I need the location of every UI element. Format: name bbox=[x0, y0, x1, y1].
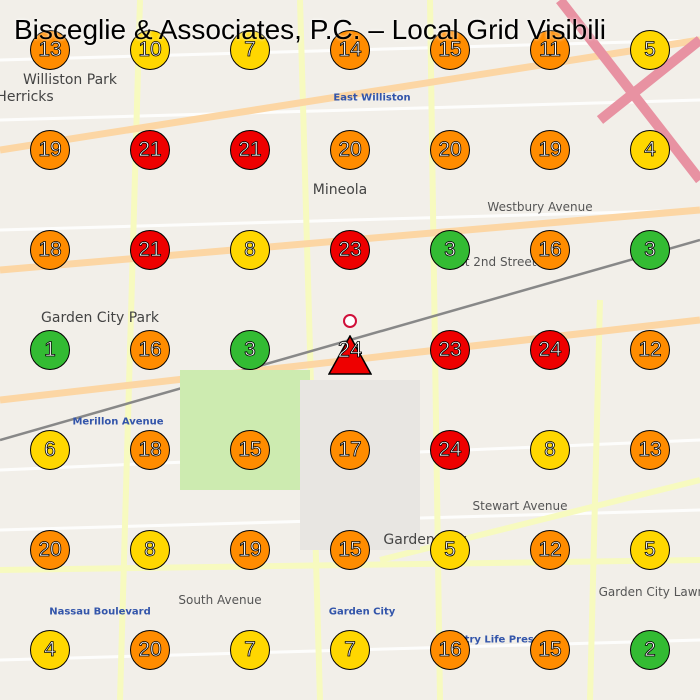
grid-rank-marker[interactable]: 23 bbox=[330, 230, 370, 270]
grid-rank-marker[interactable]: 5 bbox=[630, 30, 670, 70]
grid-rank-marker[interactable]: 18 bbox=[30, 230, 70, 270]
grid-rank-marker[interactable]: 24 bbox=[430, 430, 470, 470]
map-place-label: South Avenue bbox=[178, 593, 262, 607]
grid-rank-marker[interactable]: 4 bbox=[630, 130, 670, 170]
grid-rank-marker[interactable]: 21 bbox=[130, 130, 170, 170]
grid-rank-marker[interactable]: 8 bbox=[530, 430, 570, 470]
grid-rank-marker[interactable]: 17 bbox=[330, 430, 370, 470]
map-title: Bisceglie & Associates, P.C. – Local Gri… bbox=[14, 14, 606, 45]
center-rank: 24 bbox=[337, 337, 363, 363]
grid-rank-marker[interactable]: 10 bbox=[130, 30, 170, 70]
map-place-label: Nassau Boulevard bbox=[49, 606, 151, 618]
grid-rank-marker[interactable]: 2 bbox=[630, 630, 670, 670]
grid-rank-marker[interactable]: 15 bbox=[530, 630, 570, 670]
grid-rank-marker[interactable]: 5 bbox=[430, 530, 470, 570]
grid-rank-marker[interactable]: 5 bbox=[630, 530, 670, 570]
map-place-label: Westbury Avenue bbox=[487, 200, 593, 214]
grid-rank-marker[interactable]: 19 bbox=[530, 130, 570, 170]
grid-rank-marker[interactable]: 19 bbox=[230, 530, 270, 570]
grid-rank-marker[interactable]: 11 bbox=[530, 30, 570, 70]
grid-rank-marker[interactable]: 21 bbox=[230, 130, 270, 170]
grid-rank-marker[interactable]: 8 bbox=[230, 230, 270, 270]
location-pin-icon bbox=[343, 314, 357, 328]
grid-rank-marker[interactable]: 14 bbox=[330, 30, 370, 70]
grid-rank-marker[interactable]: 20 bbox=[430, 130, 470, 170]
map-place-label: Stewart Avenue bbox=[472, 499, 568, 513]
grid-rank-marker[interactable]: 7 bbox=[230, 30, 270, 70]
map-place-label: Herricks bbox=[0, 89, 54, 105]
grid-rank-marker[interactable]: 6 bbox=[30, 430, 70, 470]
map-place-label: Country Life Press bbox=[436, 634, 540, 646]
grid-rank-marker[interactable]: 12 bbox=[630, 330, 670, 370]
grid-rank-marker[interactable]: 20 bbox=[30, 530, 70, 570]
grid-rank-marker[interactable]: 18 bbox=[130, 430, 170, 470]
grid-rank-marker[interactable]: 12 bbox=[530, 530, 570, 570]
grid-rank-marker[interactable]: 13 bbox=[630, 430, 670, 470]
map-place-label: Merillon Avenue bbox=[72, 416, 164, 428]
grid-rank-marker[interactable]: 21 bbox=[130, 230, 170, 270]
grid-rank-marker[interactable]: 24 bbox=[530, 330, 570, 370]
grid-rank-marker[interactable]: 3 bbox=[430, 230, 470, 270]
grid-rank-marker[interactable]: 13 bbox=[30, 30, 70, 70]
grid-rank-marker[interactable]: 20 bbox=[130, 630, 170, 670]
grid-rank-marker[interactable]: 3 bbox=[230, 330, 270, 370]
grid-rank-marker[interactable]: 16 bbox=[130, 330, 170, 370]
grid-rank-marker[interactable]: 3 bbox=[630, 230, 670, 270]
grid-rank-marker[interactable]: 23 bbox=[430, 330, 470, 370]
map-place-label: Garden City bbox=[328, 606, 396, 618]
grid-rank-marker[interactable]: 15 bbox=[230, 430, 270, 470]
grid-rank-marker[interactable]: 4 bbox=[30, 630, 70, 670]
center-triangle-marker[interactable] bbox=[328, 335, 372, 375]
grid-rank-marker[interactable]: 7 bbox=[330, 630, 370, 670]
grid-rank-marker[interactable]: 15 bbox=[430, 30, 470, 70]
map-place-label: Garden City Lawns bbox=[598, 585, 700, 599]
grid-rank-marker[interactable]: 7 bbox=[230, 630, 270, 670]
grid-rank-marker[interactable]: 16 bbox=[430, 630, 470, 670]
grid-rank-marker[interactable]: 20 bbox=[330, 130, 370, 170]
grid-rank-marker[interactable]: 8 bbox=[130, 530, 170, 570]
map-place-label: Williston Park bbox=[22, 72, 118, 88]
grid-rank-marker[interactable]: 16 bbox=[530, 230, 570, 270]
map-place-label: Garden City Park bbox=[41, 310, 159, 326]
map-place-label: Mineola bbox=[312, 182, 368, 198]
grid-rank-marker[interactable]: 19 bbox=[30, 130, 70, 170]
map-place-label: East Williston bbox=[333, 92, 411, 104]
grid-rank-marker[interactable]: 1 bbox=[30, 330, 70, 370]
grid-rank-marker[interactable]: 15 bbox=[330, 530, 370, 570]
